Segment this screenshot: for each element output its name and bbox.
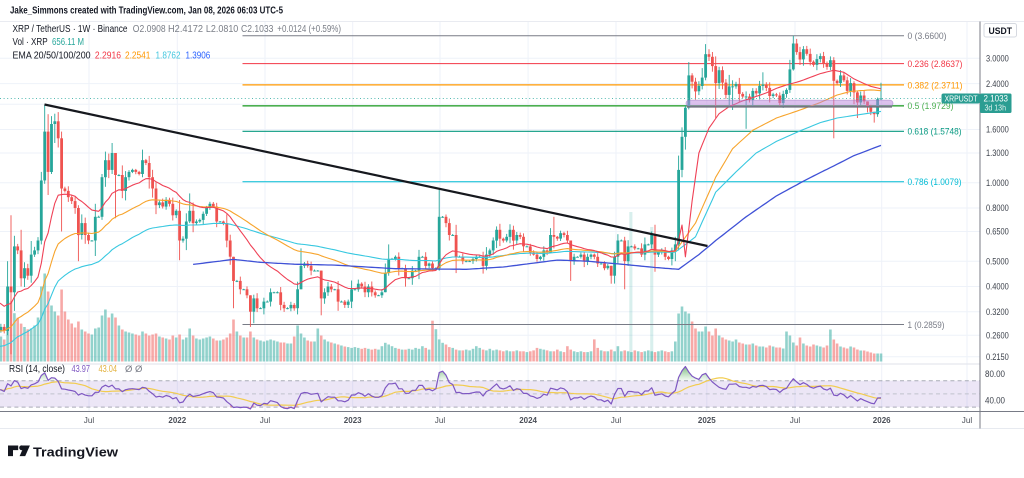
svg-text:0 (3.6600): 0 (3.6600) [908, 31, 947, 42]
svg-text:2.2541: 2.2541 [125, 51, 151, 62]
svg-text:L2.0810: L2.0810 [206, 24, 239, 35]
svg-text:Jake_Simmons created with Trad: Jake_Simmons created with TradingView.co… [10, 5, 283, 17]
svg-text:3.0000: 3.0000 [986, 54, 1009, 64]
svg-text:USDT: USDT [989, 26, 1013, 36]
svg-text:0.786 (1.0079): 0.786 (1.0079) [908, 177, 962, 188]
svg-text:Jul: Jul [84, 415, 94, 425]
svg-text:0.2150: 0.2150 [986, 352, 1009, 362]
svg-text:EMA 20/50/100/200: EMA 20/50/100/200 [13, 51, 91, 62]
svg-text:2023: 2023 [344, 415, 362, 425]
svg-text:O2.0908: O2.0908 [133, 24, 166, 35]
svg-text:2024: 2024 [519, 415, 537, 425]
svg-text:1.3906: 1.3906 [186, 51, 211, 62]
svg-text:0.382 (2.3711): 0.382 (2.3711) [908, 80, 963, 91]
svg-text:1.3000: 1.3000 [986, 148, 1009, 158]
svg-text:656.11 M: 656.11 M [52, 37, 84, 48]
svg-text:2025: 2025 [698, 415, 716, 425]
svg-text:1.0000: 1.0000 [986, 178, 1009, 188]
svg-text:RSI (14, close): RSI (14, close) [9, 364, 65, 375]
svg-text:80.00: 80.00 [985, 369, 1005, 379]
svg-text:Vol · XRP: Vol · XRP [13, 37, 48, 48]
svg-text:Jul: Jul [260, 415, 270, 425]
svg-text:40.00: 40.00 [985, 396, 1005, 406]
svg-text:2.4000: 2.4000 [986, 79, 1009, 89]
svg-text:1 (0.2859): 1 (0.2859) [908, 320, 945, 331]
svg-text:0.2600: 0.2600 [986, 330, 1009, 340]
svg-text:C2.1033: C2.1033 [241, 24, 274, 35]
svg-text:+0.0124 (+0.59%): +0.0124 (+0.59%) [277, 24, 341, 35]
svg-text:Ø Ø: Ø Ø [125, 364, 143, 375]
svg-text:0.4000: 0.4000 [986, 282, 1009, 292]
svg-text:Jul: Jul [435, 415, 445, 425]
svg-text:Jul: Jul [790, 415, 800, 425]
svg-text:2026: 2026 [873, 415, 891, 425]
svg-text:TradingView: TradingView [33, 445, 119, 460]
svg-text:XRPUSDT: XRPUSDT [945, 93, 978, 103]
svg-text:2.1033: 2.1033 [984, 94, 1009, 104]
svg-text:1.6000: 1.6000 [986, 125, 1009, 135]
svg-text:43.04: 43.04 [99, 364, 118, 375]
svg-text:0.236 (2.8637): 0.236 (2.8637) [908, 59, 963, 70]
svg-text:1.8762: 1.8762 [156, 51, 181, 62]
svg-text:2022: 2022 [168, 415, 186, 425]
svg-text:0.5000: 0.5000 [986, 256, 1009, 266]
svg-text:XRP / TetherUS · 1W · Binance: XRP / TetherUS · 1W · Binance [13, 24, 128, 35]
svg-text:0.3200: 0.3200 [986, 307, 1009, 317]
svg-text:0.6500: 0.6500 [986, 227, 1009, 237]
svg-text:0.618 (1.5748): 0.618 (1.5748) [908, 127, 962, 138]
svg-text:2.2916: 2.2916 [95, 51, 121, 62]
svg-text:Jul: Jul [611, 415, 621, 425]
svg-text:H2.4172: H2.4172 [168, 24, 203, 35]
svg-text:43.97: 43.97 [72, 364, 91, 375]
svg-text:3d 13h: 3d 13h [985, 104, 1007, 113]
svg-text:Jul: Jul [962, 415, 972, 425]
svg-text:0.8000: 0.8000 [986, 203, 1009, 213]
